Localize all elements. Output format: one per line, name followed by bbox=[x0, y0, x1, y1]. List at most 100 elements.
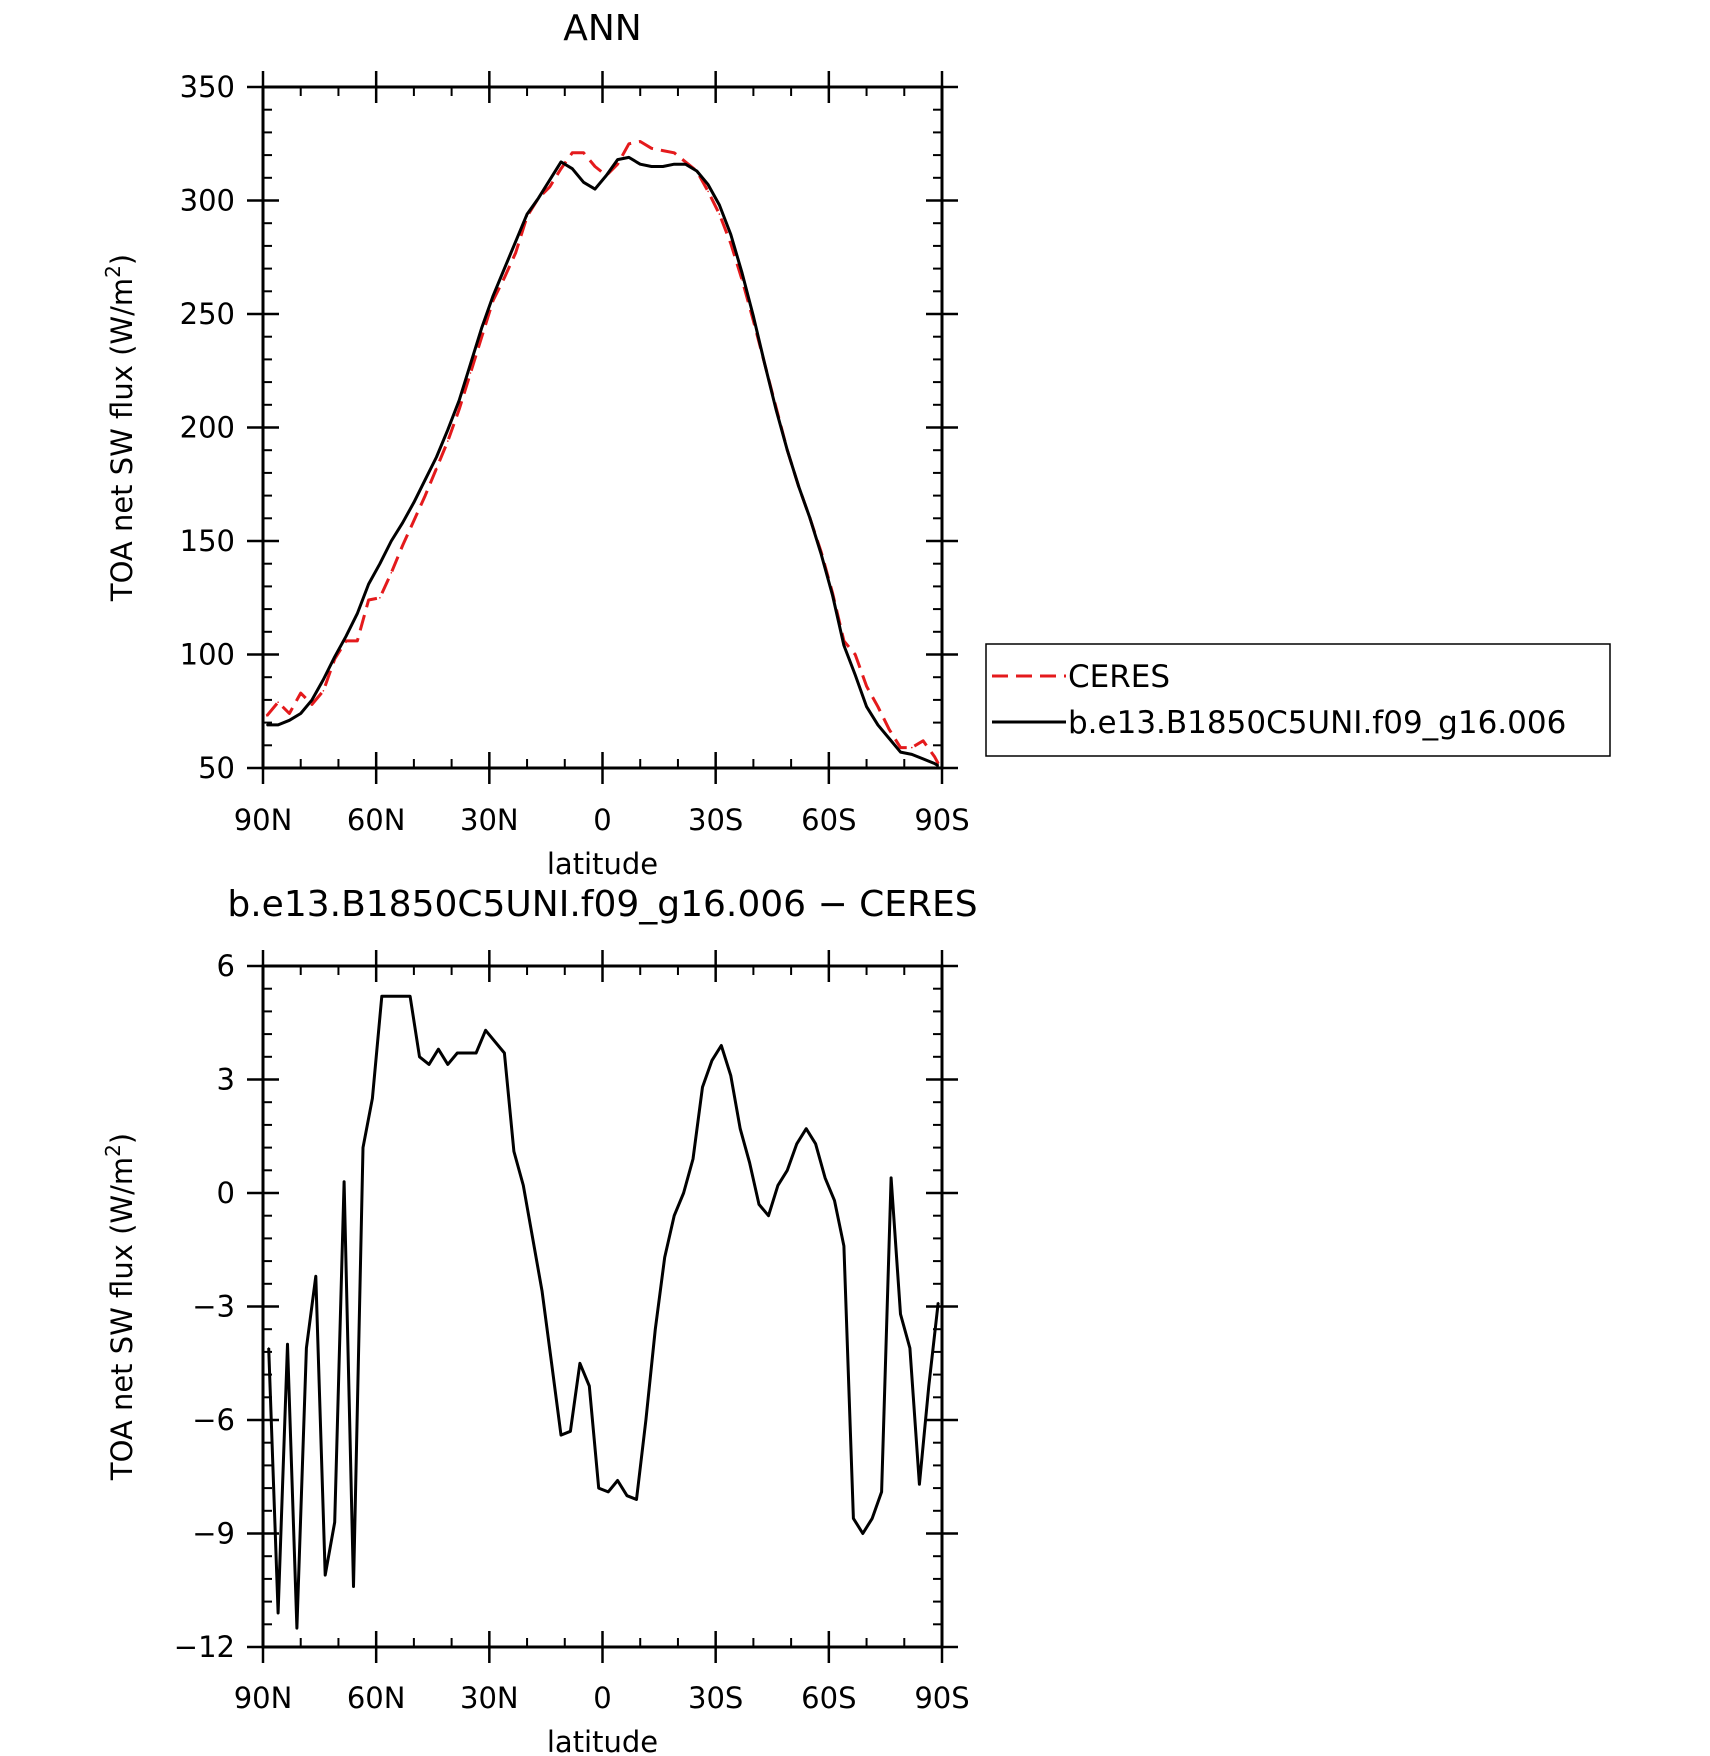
data-point bbox=[458, 399, 461, 402]
y-tick-label: −3 bbox=[192, 1290, 235, 1324]
data-point bbox=[333, 656, 336, 658]
y-tick-label: 350 bbox=[180, 70, 235, 104]
data-point bbox=[484, 1029, 487, 1032]
data-point bbox=[814, 1143, 817, 1145]
data-point bbox=[684, 163, 687, 165]
data-point bbox=[820, 553, 823, 556]
data-point bbox=[718, 204, 721, 206]
data-point bbox=[324, 1574, 327, 1576]
data-point bbox=[571, 167, 574, 170]
data-point bbox=[424, 494, 427, 497]
data-point bbox=[767, 1214, 770, 1217]
data-point bbox=[311, 699, 313, 701]
data-point bbox=[560, 1434, 562, 1436]
data-point bbox=[616, 163, 619, 165]
data-point bbox=[824, 1177, 826, 1179]
data-point bbox=[379, 562, 381, 565]
data-point bbox=[582, 152, 585, 154]
data-point bbox=[594, 165, 596, 168]
data-point bbox=[833, 1199, 836, 1202]
data-point bbox=[458, 408, 461, 411]
x-tick-label: 0 bbox=[593, 803, 611, 837]
data-point bbox=[311, 703, 313, 706]
series-2 bbox=[266, 155, 939, 767]
data-point bbox=[390, 572, 393, 574]
data-point bbox=[492, 295, 494, 297]
data-point bbox=[379, 597, 381, 599]
data-point bbox=[367, 583, 370, 585]
data-point bbox=[739, 1127, 741, 1130]
data-point bbox=[266, 715, 268, 717]
x-tick-label: 90N bbox=[234, 1681, 293, 1715]
data-point bbox=[933, 755, 936, 758]
data-point bbox=[356, 640, 359, 642]
data-point bbox=[752, 315, 755, 318]
data-point bbox=[447, 1063, 449, 1066]
data-point bbox=[333, 1521, 336, 1523]
legend: CERES b.e13.B1850C5UNI.f09_g16.006 bbox=[985, 643, 1611, 757]
data-point bbox=[296, 1627, 298, 1629]
data-point bbox=[911, 753, 913, 756]
data-point bbox=[531, 1237, 534, 1240]
data-point bbox=[890, 1177, 892, 1179]
data-point bbox=[579, 1362, 581, 1365]
data-point bbox=[356, 612, 359, 615]
data-point bbox=[937, 1301, 939, 1304]
series-line bbox=[267, 994, 940, 1630]
y-tick-label: 100 bbox=[180, 638, 235, 672]
data-point bbox=[701, 1086, 704, 1088]
data-point bbox=[413, 501, 415, 504]
data-point bbox=[730, 233, 732, 236]
x-tick-label: 60S bbox=[801, 1681, 856, 1715]
data-point bbox=[322, 678, 325, 681]
data-point bbox=[796, 1143, 798, 1145]
data-point bbox=[682, 1192, 685, 1194]
legend-box bbox=[985, 643, 1611, 757]
data-point bbox=[605, 174, 608, 177]
legend-label: CERES bbox=[1068, 659, 1170, 695]
data-point bbox=[413, 519, 415, 522]
data-point bbox=[288, 712, 291, 715]
panel-difference: b.e13.B1850C5UNI.f09_g16.006 − CERES 90N 6… bbox=[101, 884, 978, 1756]
y-axis-title-superscript: 2 bbox=[101, 1144, 125, 1157]
data-point bbox=[560, 161, 562, 163]
data-point bbox=[673, 152, 675, 154]
data-point bbox=[288, 719, 291, 722]
x-tick-label: 30S bbox=[688, 803, 743, 837]
data-point bbox=[741, 272, 743, 274]
x-tick-label: 30N bbox=[460, 1681, 519, 1715]
data-point bbox=[418, 1056, 421, 1058]
y-tick-label: 250 bbox=[180, 297, 235, 331]
data-point bbox=[786, 1169, 789, 1172]
y-tick-label: 3 bbox=[217, 1063, 235, 1097]
data-point bbox=[481, 335, 483, 338]
data-point bbox=[582, 181, 585, 184]
data-point bbox=[503, 1052, 506, 1054]
y-tick-label: 300 bbox=[180, 184, 235, 218]
data-point bbox=[345, 640, 347, 642]
data-point bbox=[918, 1483, 921, 1486]
data-point bbox=[465, 1052, 468, 1054]
data-point bbox=[456, 1052, 459, 1054]
data-point bbox=[475, 1052, 477, 1054]
y-tick-label: 0 bbox=[217, 1176, 235, 1210]
data-point bbox=[639, 163, 641, 165]
data-point bbox=[673, 1214, 675, 1217]
data-point bbox=[560, 167, 562, 170]
y-tick-label: 200 bbox=[180, 411, 235, 445]
data-point bbox=[852, 1517, 855, 1520]
data-point bbox=[696, 170, 698, 172]
data-point bbox=[673, 163, 675, 165]
data-point bbox=[831, 594, 834, 597]
data-point bbox=[730, 1074, 732, 1077]
data-point bbox=[899, 751, 902, 753]
x-axis-title: latitude bbox=[547, 1725, 658, 1756]
x-tick-label: 0 bbox=[593, 1681, 611, 1715]
data-point bbox=[909, 1347, 911, 1349]
data-point bbox=[588, 1385, 591, 1387]
data-point bbox=[718, 213, 721, 215]
data-point bbox=[569, 1430, 572, 1433]
data-point bbox=[777, 1184, 779, 1187]
data-point bbox=[888, 737, 890, 740]
